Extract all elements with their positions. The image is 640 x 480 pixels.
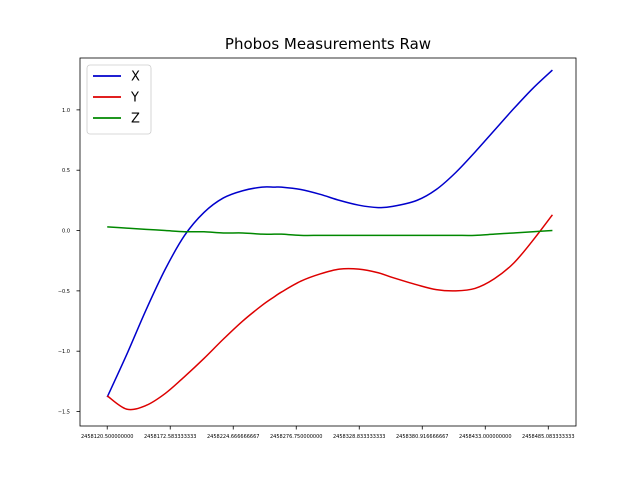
- x-tick-label: 2458380.916666667: [396, 434, 449, 440]
- series-layer: [106, 69, 554, 411]
- y-tick-label: −1.0: [58, 349, 70, 355]
- y-tick-label: 0.0: [62, 229, 70, 235]
- y-tick-label: −1.5: [58, 410, 70, 416]
- y-tick-label: 1.0: [62, 108, 70, 114]
- x-tick-label: 2458485.083333333: [522, 434, 575, 440]
- legend-label: Z: [131, 112, 140, 127]
- legend-label: X: [131, 70, 140, 85]
- series-line-x: [106, 69, 553, 398]
- x-axis: 2458120.500000000 2458172.583333333 245822…: [81, 426, 575, 440]
- x-tick-label: 2458276.750000000: [270, 434, 323, 440]
- series-line-z: [107, 226, 553, 237]
- chart-title: Phobos Measurements Raw: [225, 35, 431, 53]
- legend-entry-z: Z: [93, 112, 140, 127]
- x-tick-label: 2458433.000000000: [459, 434, 512, 440]
- y-tick-label: −0.5: [58, 289, 70, 295]
- y-tick-label: 0.5: [62, 168, 70, 174]
- legend-entry-x: X: [93, 70, 140, 85]
- legend: XYZ: [86, 64, 152, 135]
- plot-area-frame: [79, 57, 577, 427]
- x-tick-label: 2458224.666666667: [207, 434, 260, 440]
- series-line-y: [106, 214, 554, 411]
- legend-entry-y: Y: [93, 91, 139, 106]
- y-axis: −1.5 −1.0 −0.5 0.0 0.5 1.0: [58, 108, 80, 416]
- x-tick-label: 2458328.833333333: [333, 434, 386, 440]
- legend-label: Y: [130, 91, 139, 106]
- legend-box: [86, 64, 152, 135]
- x-tick-label: 2458172.583333333: [144, 434, 197, 440]
- x-tick-label: 2458120.500000000: [81, 434, 134, 440]
